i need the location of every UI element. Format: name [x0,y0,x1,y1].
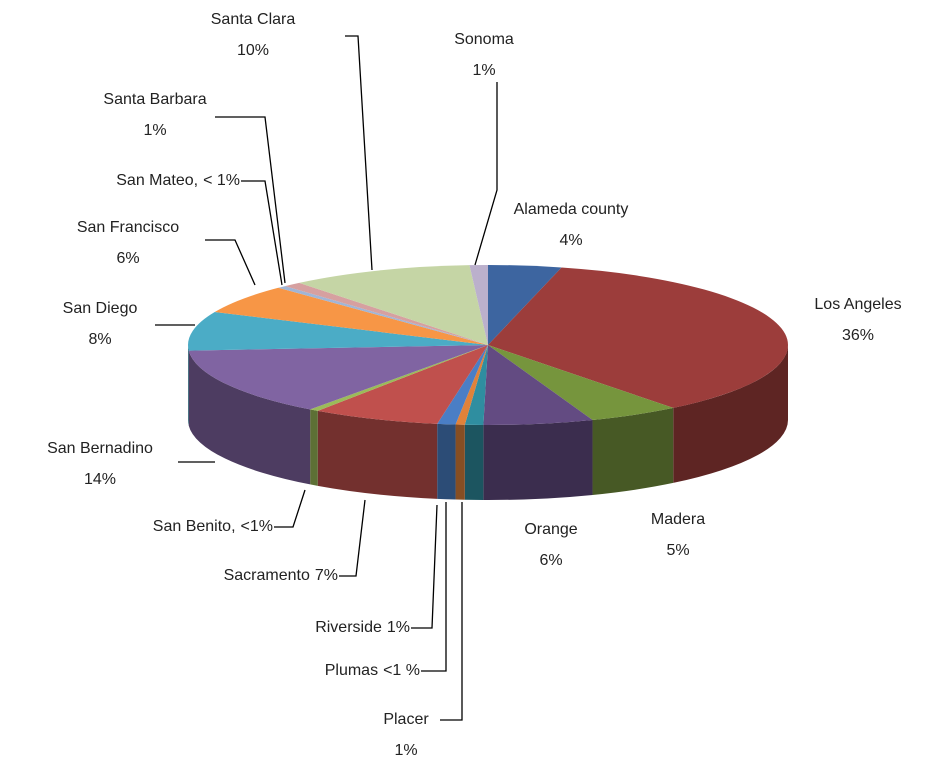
data-label: Santa Barbara 1% [103,91,206,139]
category-label: Sonoma [454,31,514,48]
category-label: San Benito, [153,518,236,535]
category-label: San Francisco [77,219,179,236]
leader-line [215,116,286,284]
leader-line [274,489,306,528]
slice [310,345,488,411]
slice [488,345,674,420]
leader-line [345,35,373,271]
data-label: Santa Clara 10% [211,11,296,59]
slice-side [455,424,465,500]
data-label: Sacramento 7% [224,567,338,584]
slice [464,345,488,425]
value-label: 1% [394,742,417,759]
data-label: Orange 6% [524,521,577,569]
data-label: Placer 1% [383,711,429,759]
category-label: Riverside [315,619,382,636]
slice [285,282,488,345]
category-label: Plumas [325,662,378,679]
slice [187,311,488,351]
slice [488,267,789,408]
value-label: 14% [84,471,116,488]
slice [455,345,488,425]
value-label: < 1% [203,172,240,189]
data-label: Alameda county 4% [514,201,629,249]
value-label: 5% [666,542,689,559]
category-label: Placer [383,711,429,728]
value-label: 1% [143,122,166,139]
slice [469,265,488,345]
value-label: 8% [88,331,111,348]
slice-side [188,350,311,485]
data-label: Sonoma 1% [454,31,514,79]
category-label: Santa Clara [211,11,296,28]
value-label: 1% [472,62,495,79]
slice-side [317,410,438,499]
slice-side [437,423,456,500]
data-label: San Benito, <1% [153,518,273,535]
leader-line [474,82,498,266]
data-label: Madera 5% [651,511,705,559]
slice [278,286,488,345]
category-label: San Diego [63,300,138,317]
data-label: San Mateo, < 1% [116,172,240,189]
leader-line [421,502,447,672]
slice-side [310,409,318,486]
value-label: 10% [237,42,269,59]
slice-side [483,419,593,500]
data-label: San Bernadino 14% [47,440,153,488]
slice [317,345,488,424]
value-label: 4% [559,232,582,249]
category-label: Sacramento [224,567,310,584]
slice [483,345,593,426]
slice [437,345,488,425]
slice-side [592,407,674,495]
category-label: Alameda county [514,201,629,218]
data-label: San Diego 8% [63,300,138,348]
value-label: 1% [387,619,410,636]
data-label: Los Angeles 36% [814,296,901,344]
leader-line [241,180,283,286]
category-label: San Bernadino [47,440,153,457]
slice-side [188,345,189,426]
category-label: Orange [524,521,577,538]
value-label: 7% [315,567,338,584]
value-label: <1% [241,518,273,535]
slice [188,345,489,410]
slice [214,287,489,345]
leader-line [440,502,463,721]
category-label: Madera [651,511,705,528]
category-label: Los Angeles [814,296,901,313]
data-label: San Francisco 6% [77,219,179,267]
data-label: Plumas <1 % [325,662,420,679]
value-label: <1 % [383,662,420,679]
data-label: Riverside 1% [315,619,410,636]
leader-line [339,499,366,577]
slice [299,265,488,345]
leader-line [205,239,256,286]
slice-side [673,345,789,483]
value-label: 6% [539,552,562,569]
slice-side [464,424,484,500]
leader-line [411,504,438,629]
category-label: San Mateo, [116,172,198,189]
slice [488,265,562,345]
value-label: 6% [116,250,139,267]
category-label: Santa Barbara [103,91,206,108]
value-label: 36% [842,327,874,344]
